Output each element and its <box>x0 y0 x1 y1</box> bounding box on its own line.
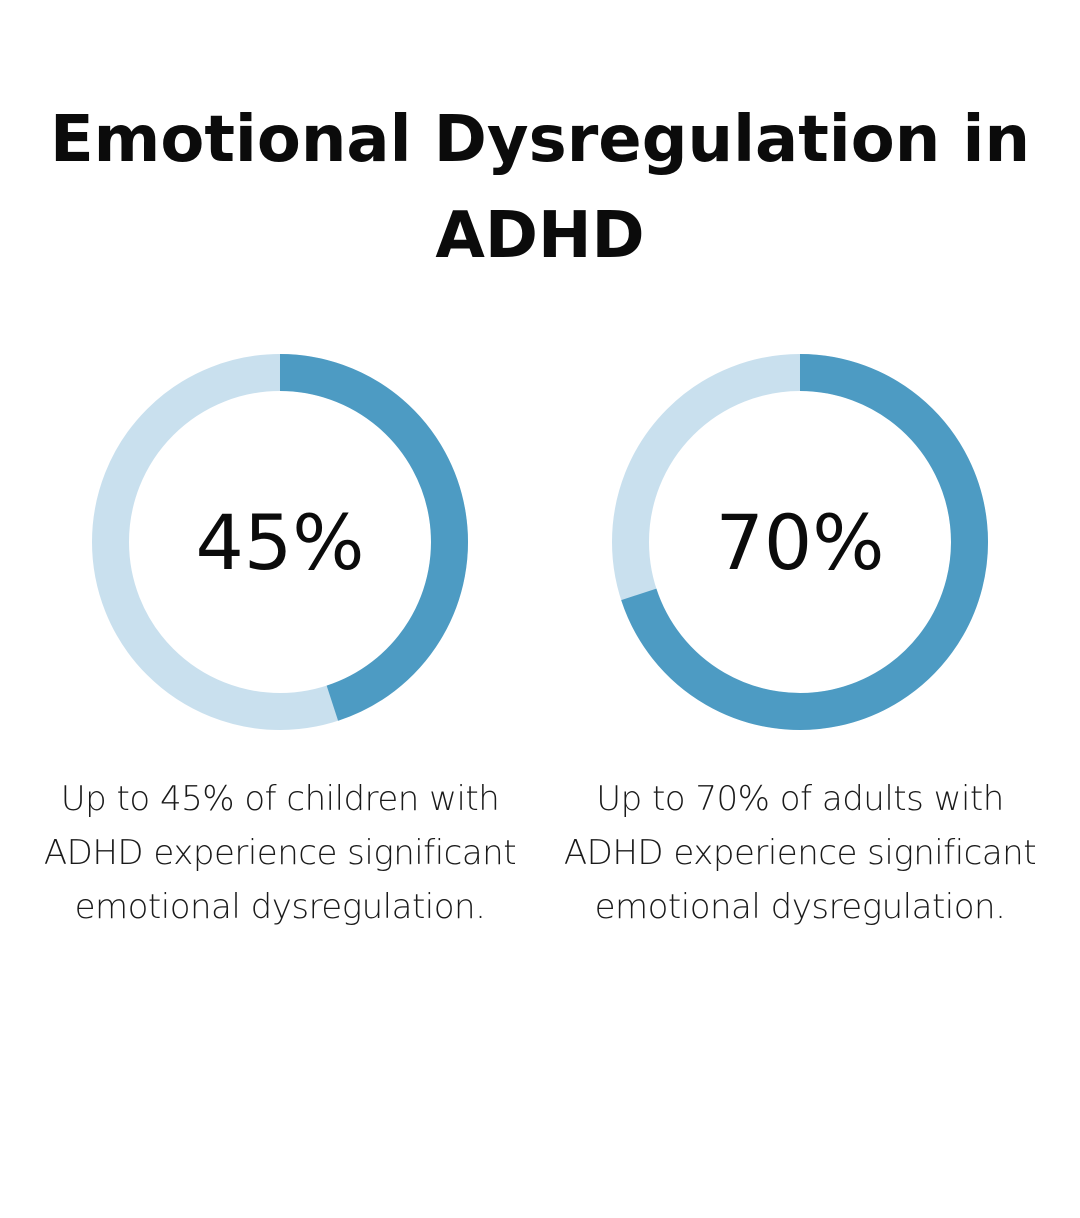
stat-adults: 70% Up to 70% of adults with ADHD experi… <box>540 352 1060 934</box>
donut-arc-children <box>279 354 468 721</box>
stat-caption-children: Up to 45% of children with ADHD experien… <box>43 779 517 927</box>
page-title: Emotional Dysregulation in ADHD <box>49 103 1031 273</box>
stat-children: 45% Up to 45% of children with ADHD expe… <box>20 352 540 934</box>
donut-arc-adults <box>621 354 988 730</box>
stat-caption-adults: Up to 70% of adults with ADHD experience… <box>563 779 1037 927</box>
donut-value-children: 45% <box>195 497 365 587</box>
donut-chart-adults: 70% <box>610 352 990 732</box>
donut-value-adults: 70% <box>715 497 885 587</box>
donut-chart-children: 45% <box>90 352 470 732</box>
donut-svg-children <box>92 354 468 730</box>
donut-svg-adults <box>612 354 988 730</box>
